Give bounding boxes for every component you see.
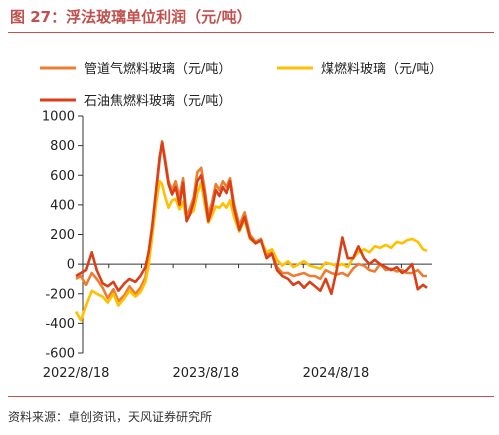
series-line-1: [75, 139, 427, 303]
y-tick-label: 600: [50, 169, 75, 184]
y-tick-label: 200: [50, 228, 75, 243]
series-line-2: [74, 179, 428, 322]
y-tick-label: 800: [50, 139, 75, 154]
y-axis: -600 -400 -200 0 200 400 600 800 1000: [42, 110, 84, 362]
series-layer: [74, 139, 428, 322]
page-title: 图 27：浮法玻璃单位利润（元/吨）: [10, 8, 252, 26]
y-tick-label: 1000: [42, 110, 75, 125]
series-line-3: [75, 141, 428, 296]
y-tick-label: -400: [45, 317, 75, 332]
legend-label: 石油焦燃料玻璃（元/吨）: [84, 93, 231, 109]
y-tick-label: -600: [45, 347, 75, 362]
y-tick-label: -200: [45, 287, 75, 302]
y-tick-label: 400: [50, 198, 75, 213]
title-divider: [8, 32, 494, 33]
x-axis: 2022/8/18 2023/8/18 2024/8/18: [43, 263, 432, 381]
source-divider: [8, 396, 494, 397]
x-tick-label: 2022/8/18: [43, 366, 110, 381]
source-note: 资料来源：卓创资讯，天风证券研究所: [8, 410, 213, 424]
legend: 管道气燃料玻璃（元/吨） 煤燃料玻璃（元/吨） 石油焦燃料玻璃（元/吨）: [40, 61, 442, 109]
legend-label: 管道气燃料玻璃（元/吨）: [84, 61, 231, 77]
legend-label: 煤燃料玻璃（元/吨）: [321, 61, 442, 77]
x-tick-label: 2023/8/18: [173, 366, 240, 381]
y-tick-label: 0: [67, 258, 75, 273]
x-tick-label: 2024/8/18: [303, 366, 370, 381]
